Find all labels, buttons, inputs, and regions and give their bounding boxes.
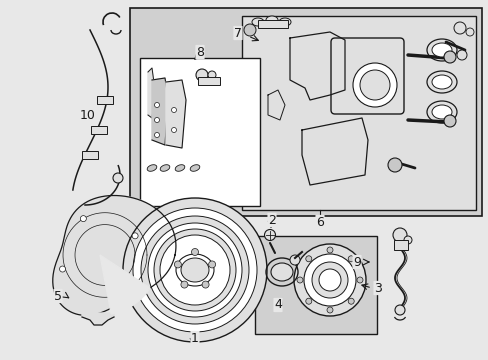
Circle shape	[347, 298, 353, 304]
Polygon shape	[165, 80, 185, 148]
Ellipse shape	[190, 165, 200, 171]
Circle shape	[141, 216, 248, 324]
Circle shape	[347, 256, 353, 262]
Circle shape	[326, 307, 332, 313]
Circle shape	[352, 63, 396, 107]
Circle shape	[264, 230, 275, 240]
Circle shape	[60, 266, 65, 272]
Polygon shape	[289, 32, 345, 100]
Circle shape	[171, 127, 176, 132]
Circle shape	[160, 235, 229, 305]
Polygon shape	[152, 78, 168, 145]
Ellipse shape	[431, 105, 451, 119]
Polygon shape	[53, 195, 176, 315]
Ellipse shape	[147, 165, 157, 171]
Circle shape	[403, 236, 411, 244]
Ellipse shape	[431, 75, 451, 89]
Circle shape	[196, 69, 207, 81]
Text: 10: 10	[80, 108, 96, 122]
Circle shape	[207, 71, 216, 79]
Circle shape	[154, 103, 159, 108]
Circle shape	[453, 22, 465, 34]
Circle shape	[318, 269, 340, 291]
Circle shape	[394, 305, 404, 315]
Circle shape	[304, 254, 355, 306]
Bar	[254, 236, 376, 334]
Circle shape	[289, 255, 299, 265]
Circle shape	[174, 261, 181, 268]
Text: 8: 8	[196, 45, 203, 59]
Polygon shape	[302, 118, 367, 185]
Circle shape	[387, 158, 401, 172]
Text: 2: 2	[267, 213, 275, 226]
Circle shape	[356, 277, 362, 283]
Text: 1: 1	[191, 332, 199, 345]
Text: 7: 7	[234, 27, 242, 40]
Ellipse shape	[431, 43, 451, 57]
Circle shape	[181, 281, 187, 288]
Bar	[91, 126, 107, 134]
Ellipse shape	[426, 39, 456, 61]
Circle shape	[133, 208, 257, 332]
Circle shape	[171, 108, 176, 112]
Text: 6: 6	[315, 216, 323, 229]
Circle shape	[293, 244, 365, 316]
Circle shape	[123, 198, 266, 342]
Circle shape	[443, 51, 455, 63]
Bar	[393, 240, 407, 250]
Ellipse shape	[160, 165, 169, 171]
Circle shape	[113, 173, 123, 183]
Bar	[82, 151, 98, 159]
Circle shape	[154, 117, 159, 122]
Circle shape	[359, 70, 389, 100]
Circle shape	[465, 28, 473, 36]
Circle shape	[132, 233, 138, 239]
Circle shape	[305, 256, 311, 262]
Bar	[140, 58, 260, 206]
Circle shape	[191, 248, 198, 256]
Circle shape	[154, 132, 159, 138]
Circle shape	[443, 115, 455, 127]
Ellipse shape	[279, 18, 290, 26]
Circle shape	[456, 50, 466, 60]
Bar	[97, 96, 113, 104]
Ellipse shape	[176, 254, 214, 286]
Text: 5: 5	[54, 289, 62, 302]
Ellipse shape	[426, 71, 456, 93]
Text: 4: 4	[273, 298, 282, 311]
Circle shape	[392, 228, 406, 242]
Ellipse shape	[270, 263, 292, 281]
Circle shape	[80, 216, 86, 222]
Bar	[130, 8, 481, 216]
Ellipse shape	[251, 18, 264, 26]
Circle shape	[244, 24, 256, 36]
Circle shape	[326, 247, 332, 253]
Circle shape	[108, 291, 114, 296]
Polygon shape	[148, 68, 155, 118]
Circle shape	[154, 229, 236, 311]
Ellipse shape	[265, 16, 278, 24]
Circle shape	[311, 262, 347, 298]
Ellipse shape	[175, 165, 184, 171]
Polygon shape	[267, 90, 285, 120]
Ellipse shape	[181, 258, 208, 282]
Bar	[258, 20, 287, 28]
Bar	[198, 77, 220, 85]
Ellipse shape	[426, 101, 456, 123]
Text: 3: 3	[373, 282, 381, 294]
Circle shape	[202, 281, 209, 288]
FancyBboxPatch shape	[330, 38, 403, 114]
Circle shape	[148, 223, 242, 317]
Circle shape	[208, 261, 215, 268]
Circle shape	[305, 298, 311, 304]
Text: 9: 9	[352, 256, 360, 269]
Polygon shape	[100, 255, 150, 314]
Bar	[242, 16, 475, 210]
Circle shape	[296, 277, 303, 283]
Polygon shape	[82, 313, 114, 325]
